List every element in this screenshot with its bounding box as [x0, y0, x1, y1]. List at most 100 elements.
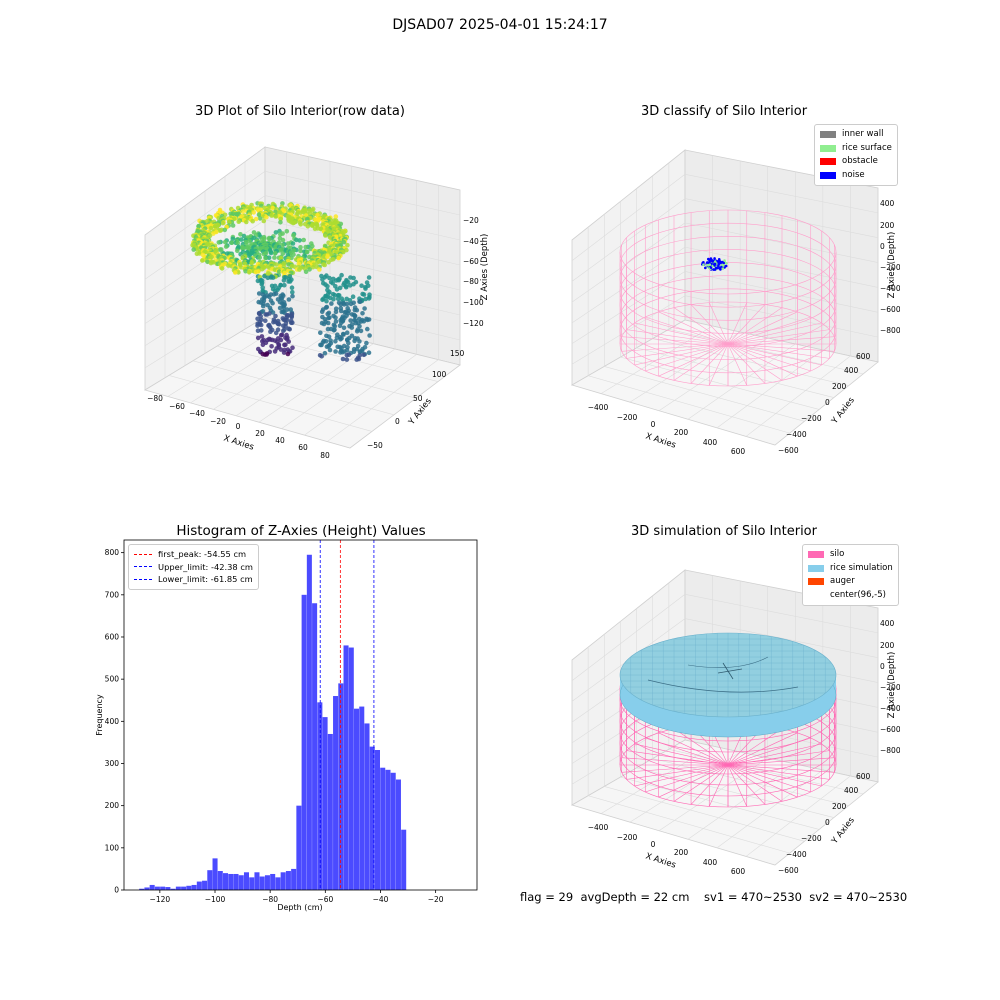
histogram-bar [228, 873, 234, 890]
panel4-simulation-3d: −400 −200 0 200 400 600 X Axies −600 −40… [560, 560, 901, 890]
point [325, 284, 330, 289]
point [332, 324, 338, 329]
point [284, 229, 290, 234]
silo-spoke [658, 311, 729, 345]
point [298, 245, 303, 250]
point [273, 330, 279, 336]
tick: 200 [880, 221, 895, 230]
silo-spoke [690, 304, 729, 345]
point [354, 307, 360, 313]
gridline [192, 360, 395, 416]
point [266, 294, 272, 300]
silo-spoke [727, 343, 822, 366]
point [218, 228, 223, 233]
point [361, 352, 367, 358]
point [320, 277, 325, 282]
point [303, 244, 308, 250]
gridline [620, 356, 820, 410]
point [334, 287, 340, 292]
point [345, 279, 351, 285]
point [350, 294, 356, 299]
gridline [684, 246, 879, 288]
point [364, 340, 369, 346]
point [255, 335, 261, 341]
tick: −200 [880, 263, 900, 272]
panel2-legend: inner wall rice surface obstacle noise [814, 124, 898, 186]
panel4-title: 3D simulation of Silo Interior [631, 524, 817, 539]
legend-label: center(96,-5) [830, 589, 886, 600]
gridline [687, 763, 796, 840]
tick: 200 [880, 641, 895, 650]
point [255, 323, 260, 328]
panel2-title: 3D classify of Silo Interior [640, 104, 808, 119]
point [323, 233, 328, 238]
tick: 400 [844, 786, 859, 795]
panel1-z-ticks: −20 −40 −60 −80 −100 −120 [463, 216, 484, 328]
legend-item: silo [808, 548, 893, 562]
legend-line [134, 578, 152, 580]
point [348, 301, 354, 307]
point [358, 328, 364, 334]
tick: 80 [320, 451, 330, 460]
tick: 150 [450, 349, 465, 358]
point [357, 349, 363, 355]
panel2-axes-box [570, 149, 879, 446]
point [357, 299, 363, 304]
point [325, 320, 331, 326]
histogram-bar [139, 888, 145, 890]
point [296, 261, 302, 266]
silo-spoke [658, 343, 729, 377]
point [264, 312, 270, 317]
tick-label: −100 [205, 895, 226, 904]
tick: 100 [432, 370, 447, 379]
histogram-bar [181, 886, 187, 890]
histogram-bar [149, 884, 155, 890]
point [273, 214, 279, 219]
point [278, 337, 284, 343]
point [319, 353, 324, 359]
point [285, 241, 291, 246]
point [337, 323, 343, 329]
point [333, 319, 339, 324]
point [272, 349, 278, 354]
gridline [571, 198, 686, 282]
histogram-bar [348, 647, 354, 890]
point [713, 260, 717, 263]
point [303, 269, 309, 275]
point [305, 224, 311, 229]
point [258, 322, 264, 328]
silo-spoke [727, 343, 835, 352]
point [718, 258, 721, 262]
legend-label: first_peak: -54.55 cm [158, 549, 247, 559]
gridline [684, 271, 879, 313]
point [260, 342, 266, 348]
silo-spoke [626, 750, 729, 766]
legend-item: noise [820, 169, 892, 183]
point [716, 266, 719, 270]
point [269, 213, 274, 218]
histogram-bar [264, 875, 270, 890]
point [222, 239, 228, 245]
silo-spoke [727, 764, 830, 780]
gridline [636, 767, 834, 818]
silo-spoke [658, 764, 729, 798]
point [333, 339, 338, 344]
point [340, 356, 346, 362]
point [271, 319, 276, 325]
point [208, 225, 214, 231]
point [246, 253, 252, 258]
tick: −400 [786, 850, 807, 859]
point [257, 255, 262, 260]
point [191, 247, 196, 252]
point [333, 309, 339, 315]
point [243, 268, 248, 274]
point [259, 328, 264, 333]
silo-spoke [621, 757, 729, 766]
point [344, 357, 350, 362]
silo-spoke [708, 764, 729, 807]
point [348, 318, 353, 323]
point [263, 255, 268, 261]
gridline [281, 348, 396, 429]
point [324, 298, 329, 304]
tick-label: −120 [150, 895, 171, 904]
